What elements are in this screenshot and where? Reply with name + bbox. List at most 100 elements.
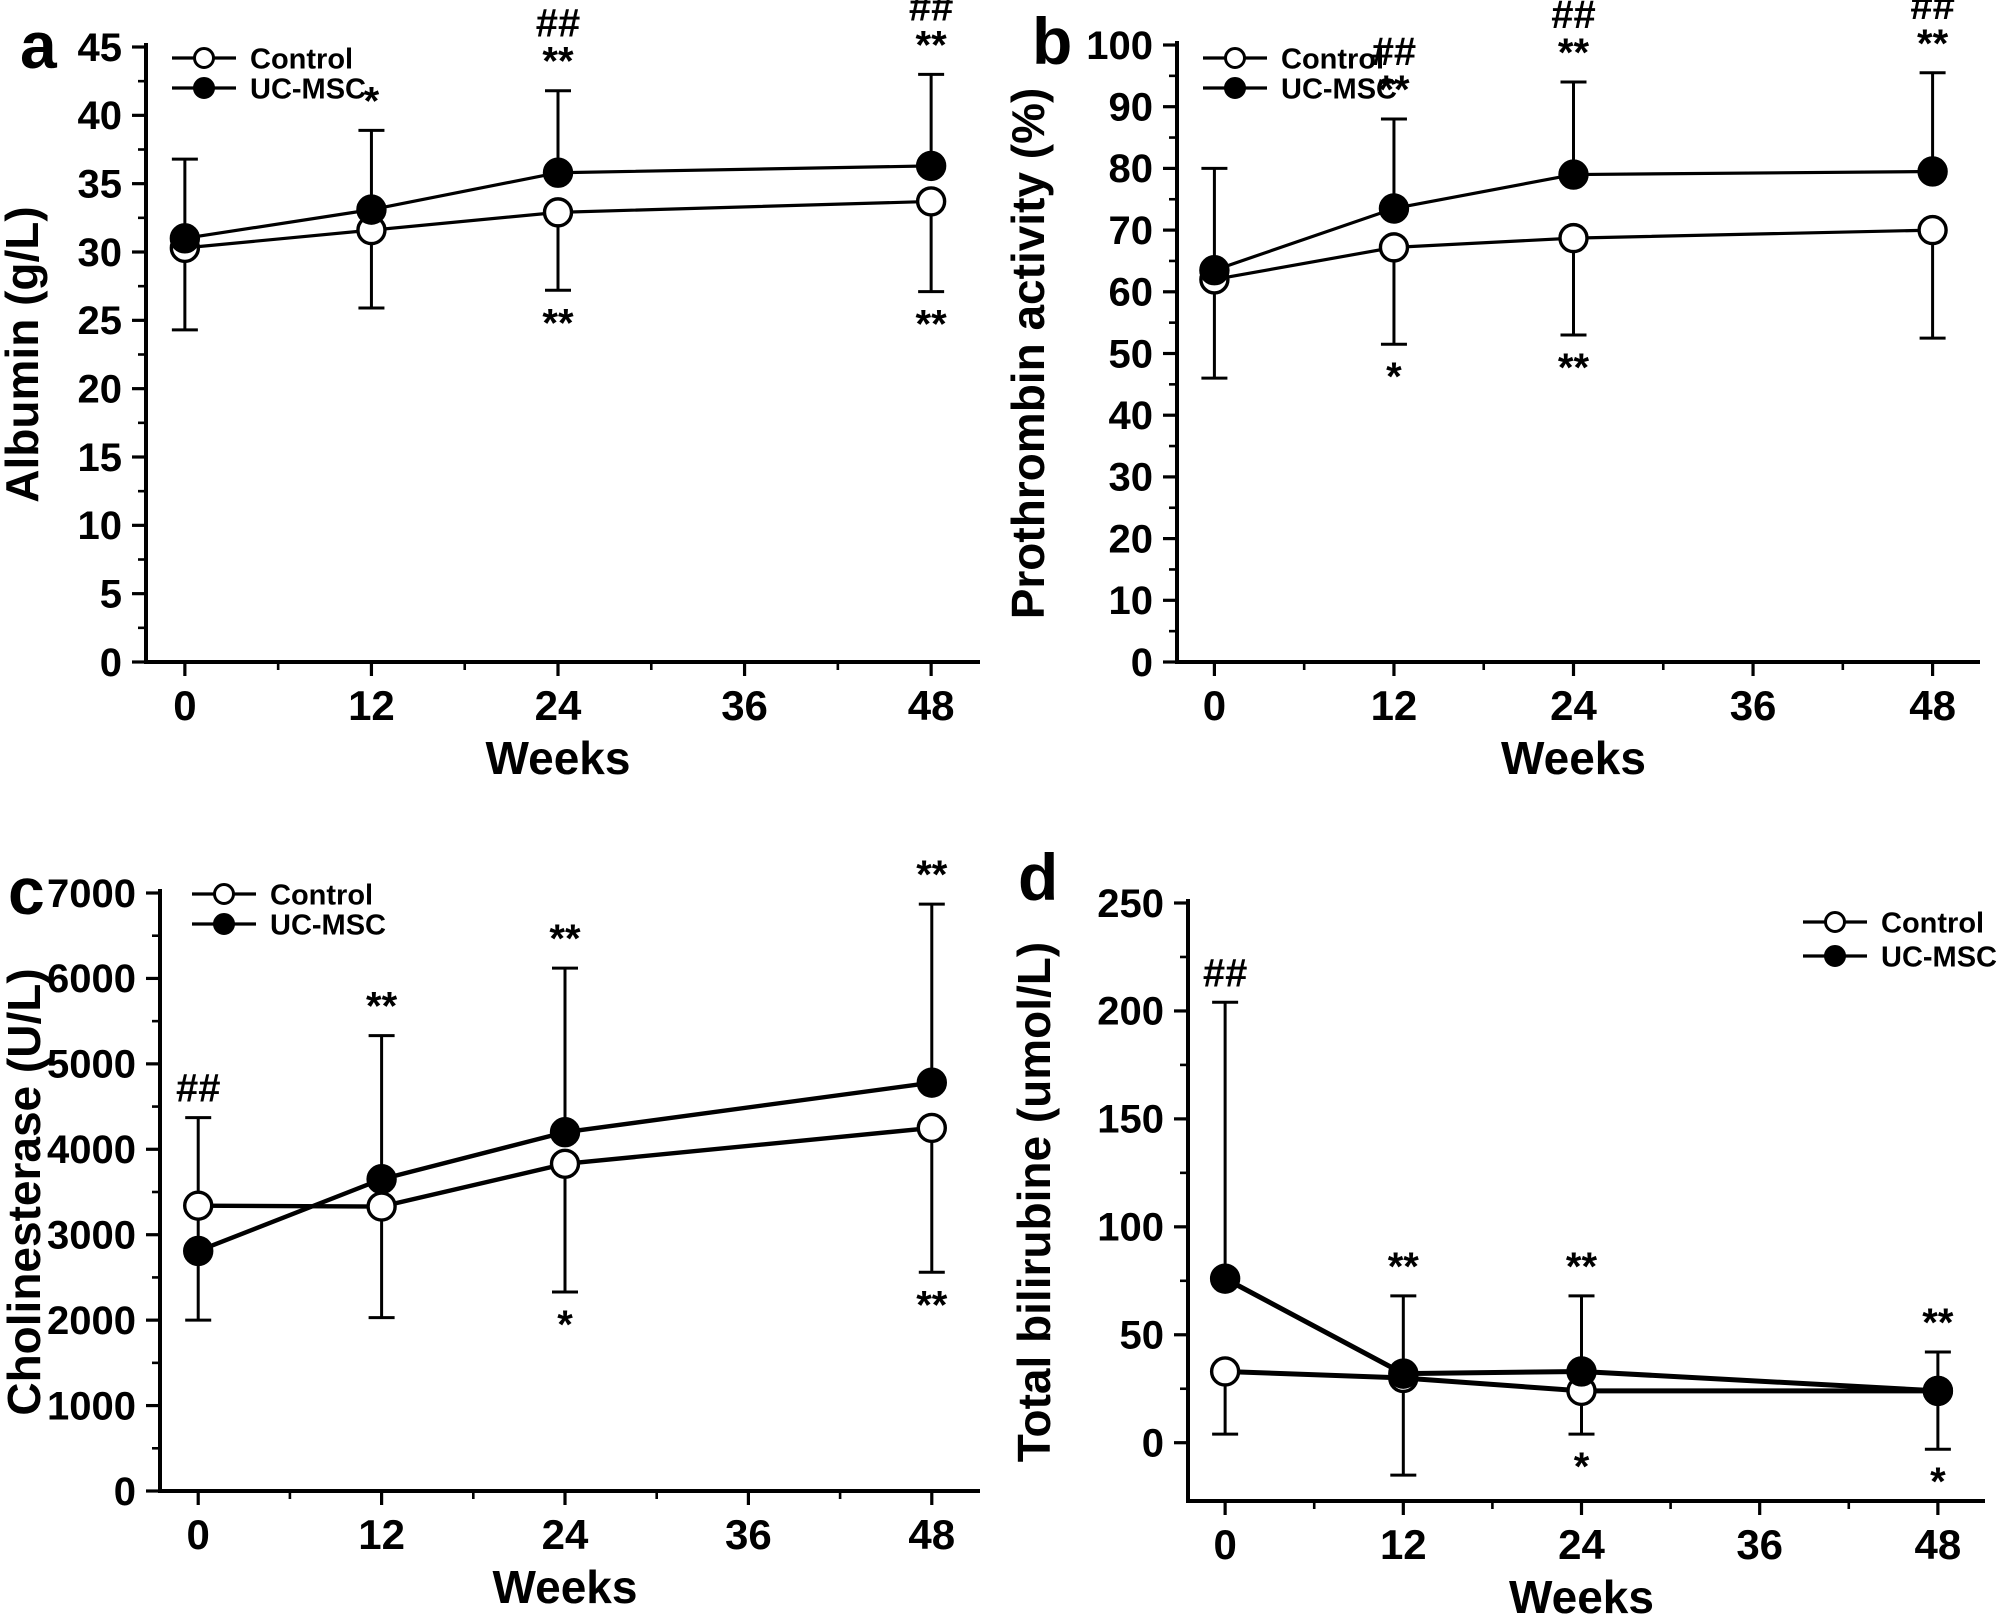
svg-text:**: **: [1558, 31, 1590, 75]
svg-text:##: ##: [1910, 0, 1955, 28]
svg-text:7000: 7000: [47, 872, 136, 916]
svg-text:##: ##: [536, 2, 581, 46]
svg-text:5: 5: [100, 572, 122, 616]
svg-text:4000: 4000: [47, 1128, 136, 1172]
svg-text:Control: Control: [1281, 44, 1384, 76]
svg-text:15: 15: [78, 436, 123, 480]
svg-text:90: 90: [1109, 85, 1154, 129]
svg-text:**: **: [1378, 68, 1410, 112]
svg-text:80: 80: [1109, 147, 1154, 191]
svg-text:**: **: [1388, 1245, 1420, 1289]
svg-text:48: 48: [908, 682, 955, 729]
svg-text:150: 150: [1097, 1098, 1164, 1142]
svg-text:100: 100: [1086, 24, 1153, 68]
svg-text:10: 10: [1109, 579, 1154, 623]
chart-c-cholinesterase: 0 1000 2000 3000 4000 5000 6000 7000 0 12 24 36 48 We…: [0, 853, 980, 1613]
svg-text:0: 0: [1142, 1421, 1164, 1465]
svg-text:12: 12: [1371, 682, 1418, 729]
svg-text:45: 45: [78, 26, 123, 70]
chart-b-prothrombin-activity: 0 10 20 30 40 50 60 70 80 90 100 0 12 24 36 48 Weeks Prot…: [1002, 0, 1980, 784]
svg-text:*: *: [1930, 1460, 1946, 1504]
svg-text:*: *: [1386, 355, 1402, 399]
svg-text:60: 60: [1109, 271, 1154, 315]
svg-text:5000: 5000: [47, 1043, 136, 1087]
svg-text:Control: Control: [270, 880, 373, 912]
svg-text:##: ##: [176, 1067, 221, 1111]
svg-text:200: 200: [1097, 990, 1164, 1034]
svg-text:*: *: [557, 1303, 573, 1347]
svg-text:100: 100: [1097, 1206, 1164, 1250]
svg-text:**: **: [916, 303, 948, 347]
svg-text:12: 12: [358, 1511, 405, 1558]
svg-text:Weeks: Weeks: [1509, 1571, 1654, 1619]
svg-text:1000: 1000: [47, 1384, 136, 1428]
svg-text:24: 24: [542, 1511, 589, 1558]
svg-text:0: 0: [173, 682, 196, 729]
svg-text:Albumin (g/L): Albumin (g/L): [0, 206, 48, 502]
svg-text:Prothrombin activity (%): Prothrombin activity (%): [1002, 88, 1054, 620]
svg-text:40: 40: [78, 94, 123, 138]
svg-text:Weeks: Weeks: [486, 732, 631, 784]
svg-text:**: **: [366, 985, 398, 1029]
svg-text:**: **: [1566, 1245, 1598, 1289]
svg-text:12: 12: [1380, 1521, 1427, 1568]
svg-text:*: *: [1574, 1445, 1590, 1489]
svg-text:Control: Control: [250, 44, 353, 76]
svg-text:0: 0: [1203, 682, 1226, 729]
svg-text:Weeks: Weeks: [1501, 732, 1646, 784]
svg-text:**: **: [916, 23, 948, 67]
svg-text:UC-MSC: UC-MSC: [250, 74, 366, 106]
svg-text:**: **: [542, 40, 574, 84]
chart-a-albumin: 0 5 10 15 20 25 30 35 40 45 0 12 24 36 48 Weeks Albumin …: [0, 0, 980, 784]
svg-text:20: 20: [1109, 517, 1154, 561]
svg-text:Control: Control: [1881, 908, 1984, 940]
svg-text:36: 36: [721, 682, 768, 729]
panel-b-prothrombin-activity: b 0 10 20 30 40 50 60 70 80 90 100 0 12 24 36 48 Weeks Pr…: [1000, 0, 2001, 810]
svg-text:**: **: [916, 1283, 948, 1327]
svg-text:0: 0: [187, 1511, 210, 1558]
svg-text:Weeks: Weeks: [493, 1561, 638, 1613]
svg-text:6000: 6000: [47, 957, 136, 1001]
svg-text:UC-MSC: UC-MSC: [270, 910, 386, 942]
panel-letter-b: b: [1032, 4, 1073, 78]
svg-text:*: *: [364, 79, 380, 123]
svg-text:UC-MSC: UC-MSC: [1281, 74, 1397, 106]
svg-text:2000: 2000: [47, 1299, 136, 1343]
svg-text:0: 0: [114, 1470, 136, 1514]
svg-text:40: 40: [1109, 394, 1154, 438]
svg-text:**: **: [549, 917, 581, 961]
panel-letter-d: d: [1018, 840, 1059, 914]
svg-text:12: 12: [348, 682, 395, 729]
panel-letter-c: c: [8, 854, 45, 928]
svg-text:##: ##: [1203, 951, 1248, 995]
svg-text:48: 48: [1909, 682, 1956, 729]
svg-text:##: ##: [1372, 30, 1417, 74]
svg-text:UC-MSC: UC-MSC: [1881, 942, 1997, 974]
svg-text:Cholinesterase (U/L): Cholinesterase (U/L): [0, 968, 50, 1415]
svg-text:**: **: [916, 853, 948, 897]
svg-text:10: 10: [78, 504, 123, 548]
svg-text:##: ##: [1551, 0, 1596, 37]
svg-text:**: **: [1558, 346, 1590, 390]
svg-text:35: 35: [78, 162, 123, 206]
svg-text:70: 70: [1109, 209, 1154, 253]
svg-text:48: 48: [908, 1511, 955, 1558]
svg-text:50: 50: [1109, 332, 1154, 376]
svg-text:30: 30: [78, 231, 123, 275]
svg-text:0: 0: [1213, 1521, 1236, 1568]
svg-text:3000: 3000: [47, 1213, 136, 1257]
svg-text:**: **: [1922, 1301, 1954, 1345]
svg-text:0: 0: [1131, 641, 1153, 685]
svg-text:24: 24: [1550, 682, 1597, 729]
svg-text:**: **: [542, 301, 574, 345]
panel-d-total-bilirubine: d 0 50 100 150 200 250 0 12 24 36 48 Weeks Total bil…: [1000, 810, 2001, 1619]
svg-text:##: ##: [909, 0, 954, 29]
svg-text:Total bilirubine (umol/L): Total bilirubine (umol/L): [1008, 942, 1060, 1462]
svg-text:25: 25: [78, 299, 123, 343]
svg-text:50: 50: [1120, 1314, 1165, 1358]
chart-d-total-bilirubine: 0 50 100 150 200 250 0 12 24 36 48 Weeks Total bilir…: [1008, 882, 1997, 1619]
svg-text:48: 48: [1915, 1521, 1962, 1568]
panel-a-albumin: a 0 5 10 15 20 25 30 35 40 45 0 12 24 36 48 Weeks Albumi…: [0, 0, 1000, 810]
svg-text:36: 36: [725, 1511, 772, 1558]
